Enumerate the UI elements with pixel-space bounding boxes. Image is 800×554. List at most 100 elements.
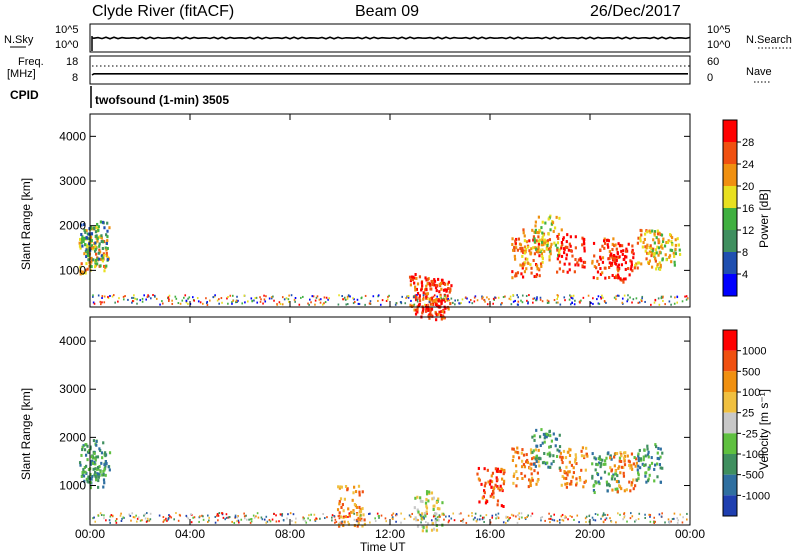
heatmap-cell [547, 301, 550, 304]
heatmap-cell [661, 451, 664, 455]
heatmap-cell [441, 314, 445, 318]
heatmap-cell [624, 267, 627, 271]
heatmap-cell [530, 476, 534, 480]
heatmap-cell [439, 295, 442, 298]
heatmap-cell [94, 261, 97, 265]
heatmap-cell [530, 451, 533, 455]
heatmap-cell [583, 242, 586, 246]
heatmap-cell [607, 451, 610, 455]
heatmap-cell [523, 262, 526, 266]
heatmap-cell [360, 517, 363, 520]
heatmap-cell [256, 301, 259, 304]
xtick-label: 12:00 [375, 527, 405, 541]
heatmap-cell [552, 454, 555, 458]
heatmap-cell [196, 297, 199, 300]
heatmap-cell [646, 447, 649, 451]
heatmap-cell [671, 518, 674, 521]
heatmap-cell [243, 294, 246, 297]
heatmap-cell [543, 238, 546, 242]
heatmap-cell [673, 263, 676, 267]
heatmap-cell [460, 519, 462, 522]
heatmap-cell [561, 455, 564, 459]
heatmap-cell [486, 500, 489, 504]
heatmap-cell [92, 439, 96, 443]
heatmap-cell [101, 301, 103, 304]
heatmap-cell [672, 517, 675, 520]
heatmap-cell [413, 295, 416, 298]
heatmap-cell [540, 519, 542, 522]
heatmap-cell [364, 294, 367, 297]
heatmap-cell [605, 456, 608, 460]
heatmap-cell [429, 311, 432, 315]
heatmap-cell [265, 521, 268, 524]
heatmap-cell [515, 237, 518, 241]
heatmap-cell [394, 303, 397, 306]
heatmap-cell [599, 272, 602, 276]
heatmap-cell [100, 451, 104, 455]
heatmap-cell [378, 516, 380, 519]
heatmap-cell [338, 294, 340, 297]
heatmap-cell [541, 300, 544, 303]
heatmap-cell [353, 502, 357, 506]
heatmap-cell [445, 299, 447, 302]
heatmap-cell [416, 307, 419, 311]
heatmap-cell [581, 243, 584, 247]
heatmap-cell [166, 519, 168, 522]
heatmap-cell [144, 513, 146, 516]
heatmap-cell [609, 454, 612, 458]
heatmap-cell [425, 278, 428, 282]
heatmap-cell [555, 215, 558, 219]
heatmap-cell [185, 301, 188, 304]
heatmap-cell [79, 246, 82, 250]
heatmap-cell [603, 241, 607, 245]
heatmap-cell [549, 434, 552, 438]
heatmap-cell [649, 520, 652, 523]
heatmap-cell [261, 518, 264, 521]
heatmap-cell [538, 435, 542, 439]
heatmap-cell [249, 518, 252, 521]
heatmap-cell [385, 520, 388, 523]
heatmap-cell [558, 466, 561, 470]
heatmap-cell [78, 241, 81, 245]
heatmap-cell [509, 298, 512, 301]
heatmap-cell [525, 267, 528, 271]
heatmap-cell [490, 480, 494, 484]
heatmap-cell [601, 294, 603, 297]
colorbar-tick-label: 8 [742, 247, 748, 259]
heatmap-cell [525, 240, 529, 244]
heatmap-cell [552, 459, 555, 463]
heatmap-cell [415, 276, 418, 280]
heatmap-cell [224, 518, 226, 521]
heatmap-cell [183, 296, 185, 299]
heatmap-cell [570, 296, 573, 299]
heatmap-cell [604, 266, 607, 270]
heatmap-cell [171, 299, 173, 302]
heatmap-cell [344, 515, 348, 519]
heatmap-cell [658, 240, 661, 244]
heatmap-cell [536, 479, 539, 483]
colorbar-tick-label: -25 [742, 428, 758, 440]
heatmap-cell [521, 264, 524, 268]
heatmap-cell [421, 500, 424, 504]
heatmap-cell [437, 497, 440, 501]
heatmap-cell [533, 275, 536, 279]
heatmap-cell [601, 260, 605, 264]
heatmap-cell [599, 457, 602, 461]
heatmap-cell [654, 463, 657, 467]
heatmap-cell [610, 468, 614, 472]
heatmap-cell [634, 520, 636, 523]
heatmap-cell [496, 478, 499, 482]
heatmap-cell [431, 283, 434, 287]
heatmap-cell [386, 298, 389, 301]
heatmap-cell [569, 448, 572, 452]
heatmap-cell [563, 516, 566, 519]
heatmap-cell [678, 248, 681, 252]
heatmap-cell [575, 462, 578, 466]
heatmap-cell [618, 459, 621, 463]
heatmap-cell [516, 521, 519, 524]
heatmap-cell [105, 233, 108, 237]
heatmap-cell [560, 246, 563, 250]
heatmap-cell [498, 469, 501, 473]
heatmap-cell [557, 232, 560, 236]
heatmap-cell [81, 471, 84, 475]
